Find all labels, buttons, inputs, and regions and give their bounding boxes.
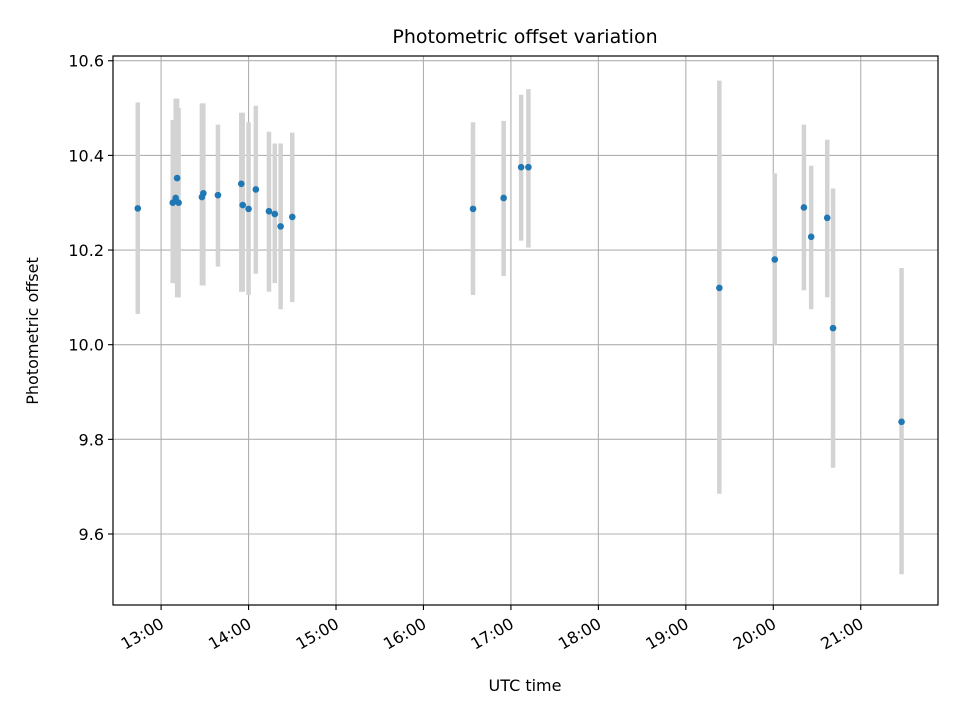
x-tick-label: 13:00 [118,614,167,654]
x-axis-ticks: 13:00 14:00 15:00 16:00 17:00 18:00 19:00 20:00… [118,605,867,654]
x-axis-label: UTC time [489,676,562,695]
data-point [271,210,279,218]
data-point [469,205,477,213]
x-tick-label: 14:00 [205,614,254,654]
data-point [245,205,252,213]
grid [113,56,938,605]
data-point [807,233,815,241]
plot-area [113,56,938,605]
data-point [172,194,179,202]
y-tick-label: 10.4 [68,146,104,165]
data-point [829,324,837,332]
x-tick-label: 19:00 [642,614,691,654]
y-tick-label: 9.6 [79,525,104,544]
y-tick-label: 9.8 [79,430,104,449]
data-point [898,418,905,426]
data-point [237,180,245,188]
data-point [288,213,296,221]
data-point [277,223,284,230]
data-point [252,186,260,193]
data-point [525,163,532,171]
data-point [500,194,507,202]
data-point [265,207,273,215]
y-tick-label: 10.6 [68,52,104,71]
x-tick-label: 21:00 [817,614,866,654]
data-point [175,199,182,207]
y-axis-ticks: 9.6 9.8 10.0 10.2 10.4 10.6 [68,52,113,544]
y-axis-label: Photometric offset [23,257,42,405]
y-tick-label: 10.0 [68,336,104,355]
data-point [771,256,779,263]
x-tick-label: 20:00 [730,614,779,654]
plot-frame [112,55,939,606]
data-point [134,205,142,212]
data-point [200,189,207,197]
y-tick-label: 10.2 [68,241,104,260]
data-point [173,174,181,182]
data-point [800,204,808,211]
data-point [239,201,247,209]
x-tick-label: 17:00 [467,614,516,654]
data-point [214,191,222,199]
data-points [134,163,905,426]
data-point [169,199,177,207]
x-tick-label: 15:00 [293,614,342,654]
data-point [823,214,831,222]
data-point [517,163,525,171]
x-tick-label: 18:00 [555,614,604,654]
x-tick-label: 16:00 [380,614,429,654]
chart-title: Photometric offset variation [392,26,657,48]
data-point [716,284,723,292]
